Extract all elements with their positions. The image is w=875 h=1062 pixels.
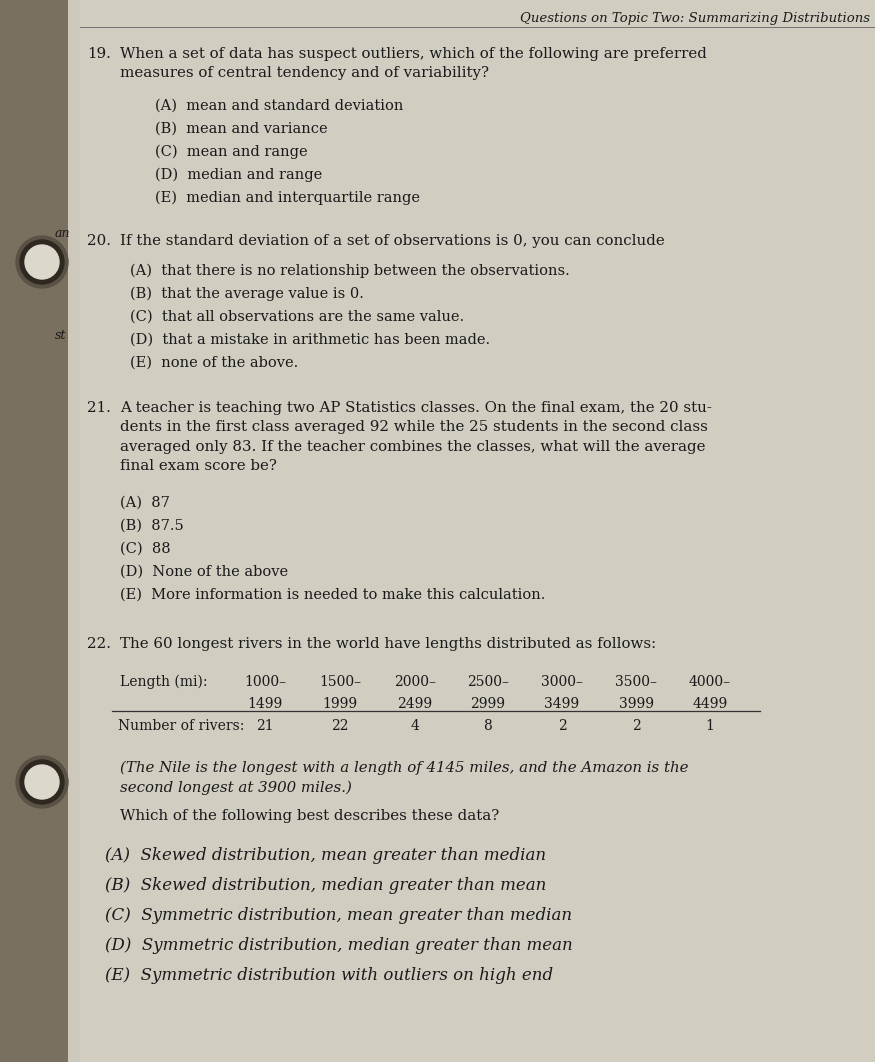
Text: (D)  Symmetric distribution, median greater than mean: (D) Symmetric distribution, median great… — [105, 937, 573, 954]
Text: 22: 22 — [332, 719, 349, 733]
Circle shape — [20, 240, 64, 284]
Text: (C)  88: (C) 88 — [120, 542, 171, 556]
Text: 2500–: 2500– — [467, 675, 509, 689]
Text: The 60 longest rivers in the world have lengths distributed as follows:: The 60 longest rivers in the world have … — [120, 637, 656, 651]
Text: (B)  that the average value is 0.: (B) that the average value is 0. — [130, 287, 364, 302]
Text: (E)  More information is needed to make this calculation.: (E) More information is needed to make t… — [120, 588, 545, 602]
Text: (E)  none of the above.: (E) none of the above. — [130, 356, 298, 370]
Text: 4499: 4499 — [692, 697, 728, 710]
Text: 19.: 19. — [87, 47, 111, 61]
Text: When a set of data has suspect outliers, which of the following are preferred
me: When a set of data has suspect outliers,… — [120, 47, 707, 81]
Text: 3999: 3999 — [619, 697, 654, 710]
Text: (B)  87.5: (B) 87.5 — [120, 519, 184, 533]
Circle shape — [25, 245, 59, 279]
Text: 1999: 1999 — [323, 697, 358, 710]
Text: 4000–: 4000– — [689, 675, 732, 689]
Text: 3499: 3499 — [544, 697, 579, 710]
Text: (C)  Symmetric distribution, mean greater than median: (C) Symmetric distribution, mean greater… — [105, 907, 572, 924]
Circle shape — [20, 760, 64, 804]
Text: (A)  Skewed distribution, mean greater than median: (A) Skewed distribution, mean greater th… — [105, 847, 546, 864]
Text: (C)  that all observations are the same value.: (C) that all observations are the same v… — [130, 310, 464, 324]
Text: st: st — [55, 329, 66, 342]
Text: 21: 21 — [256, 719, 274, 733]
Text: 3500–: 3500– — [615, 675, 657, 689]
Text: Which of the following best describes these data?: Which of the following best describes th… — [120, 809, 500, 823]
Text: (D)  median and range: (D) median and range — [155, 168, 322, 183]
Text: (E)  median and interquartile range: (E) median and interquartile range — [155, 191, 420, 205]
Text: 2999: 2999 — [471, 697, 506, 710]
Bar — [0, 0, 68, 1062]
Text: 1499: 1499 — [248, 697, 283, 710]
Text: 1000–: 1000– — [244, 675, 286, 689]
Text: 21.: 21. — [87, 401, 111, 415]
Circle shape — [25, 765, 59, 799]
Text: an: an — [55, 227, 71, 240]
Text: 2: 2 — [632, 719, 640, 733]
Text: 4: 4 — [410, 719, 419, 733]
Text: (A)  mean and standard deviation: (A) mean and standard deviation — [155, 99, 403, 113]
Text: (The Nile is the longest with a length of 4145 miles, and the Amazon is the
seco: (The Nile is the longest with a length o… — [120, 761, 689, 795]
Text: 2000–: 2000– — [394, 675, 436, 689]
Text: A teacher is teaching two AP Statistics classes. On the final exam, the 20 stu-
: A teacher is teaching two AP Statistics … — [120, 401, 712, 474]
Text: 3000–: 3000– — [541, 675, 583, 689]
Text: (A)  87: (A) 87 — [120, 496, 170, 510]
Text: 2499: 2499 — [397, 697, 432, 710]
Text: 8: 8 — [484, 719, 493, 733]
Text: 20.: 20. — [87, 234, 111, 249]
Text: 1500–: 1500– — [319, 675, 361, 689]
Text: (C)  mean and range: (C) mean and range — [155, 145, 308, 159]
Text: (D)  that a mistake in arithmetic has been made.: (D) that a mistake in arithmetic has bee… — [130, 333, 490, 347]
Circle shape — [16, 756, 68, 808]
Text: (B)  mean and variance: (B) mean and variance — [155, 122, 327, 136]
Text: Questions on Topic Two: Summarizing Distributions: Questions on Topic Two: Summarizing Dist… — [520, 12, 870, 25]
Text: If the standard deviation of a set of observations is 0, you can conclude: If the standard deviation of a set of ob… — [120, 234, 665, 249]
Text: (E)  Symmetric distribution with outliers on high end: (E) Symmetric distribution with outliers… — [105, 967, 553, 984]
Text: 2: 2 — [557, 719, 566, 733]
Text: (A)  that there is no relationship between the observations.: (A) that there is no relationship betwee… — [130, 264, 570, 278]
Text: 22.: 22. — [87, 637, 111, 651]
Text: Length (mi):: Length (mi): — [120, 675, 207, 689]
Text: 1: 1 — [705, 719, 715, 733]
Circle shape — [16, 236, 68, 288]
Text: (D)  None of the above: (D) None of the above — [120, 565, 288, 579]
Text: (B)  Skewed distribution, median greater than mean: (B) Skewed distribution, median greater … — [105, 877, 546, 894]
Text: Number of rivers:: Number of rivers: — [118, 719, 244, 733]
